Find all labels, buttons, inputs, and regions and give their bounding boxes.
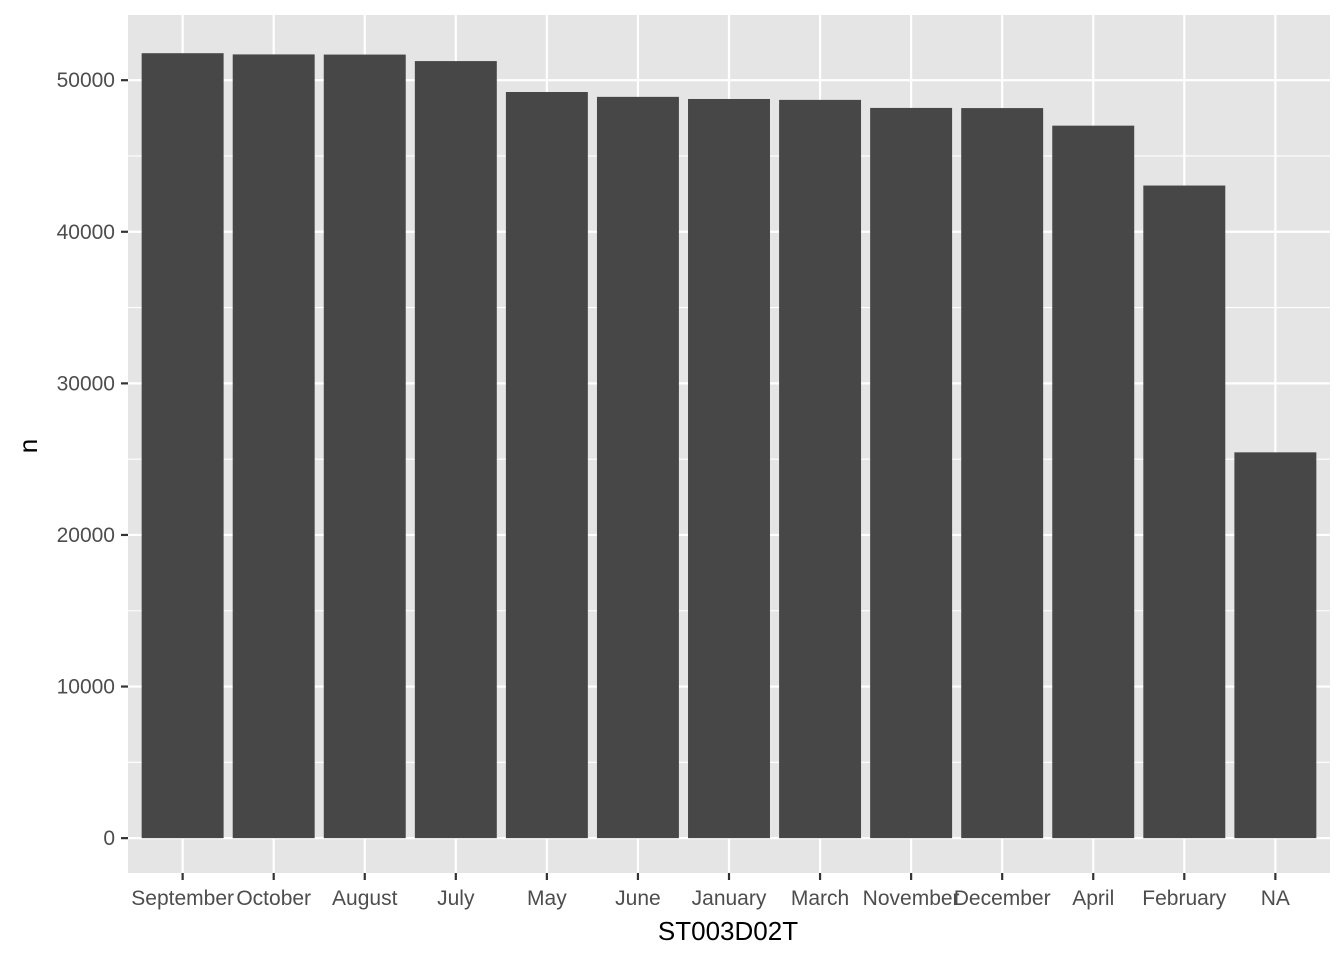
bar-december [961,108,1044,839]
x-axis-title: ST003D02T [658,916,798,946]
bar-july [414,61,497,839]
x-tick-label: September [131,887,234,910]
x-tick-label: June [615,887,661,910]
bar-na [1234,452,1317,839]
x-tick-label: May [527,887,567,910]
bar-june [596,96,679,839]
x-tick-label: December [954,887,1051,910]
x-tick-label: October [236,887,311,910]
bar-march [779,99,862,839]
bar-may [505,92,588,839]
bar-april [1052,125,1135,839]
x-tick-label: NA [1261,887,1290,910]
bar-january [688,98,770,839]
y-tick-label: 40000 [57,221,115,244]
y-tick-label: 30000 [57,372,115,395]
bar-september [141,53,224,839]
x-tick-label: July [437,887,475,910]
y-axis-title: n [13,439,43,453]
bar-february [1143,185,1226,839]
y-tick-label: 10000 [57,676,115,699]
bar-october [232,54,315,839]
y-tick-label: 0 [103,827,115,850]
x-tick-label: March [791,887,849,910]
y-tick-label: 20000 [57,524,115,547]
y-axis: 0 10000 20000 30000 40000 50000 [57,69,128,850]
y-tick-label: 50000 [57,69,115,92]
x-tick-label: November [863,887,960,910]
x-tick-label: January [692,887,767,910]
x-tick-label: February [1142,887,1227,910]
x-axis: September October August July May June January… [131,873,1290,910]
bar-august [323,54,406,839]
bar-november [870,107,953,839]
x-tick-label: August [332,887,398,910]
bars [141,53,1317,839]
x-tick-label: April [1072,887,1114,910]
